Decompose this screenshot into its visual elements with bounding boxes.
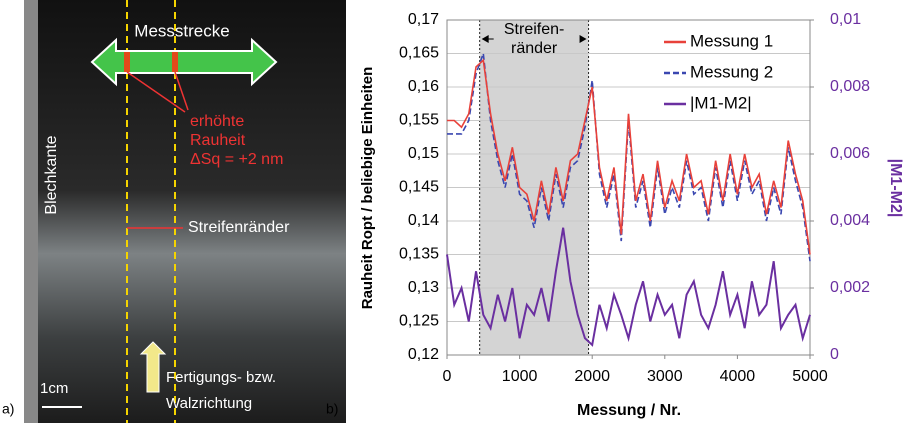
series-line — [447, 58, 811, 255]
y-tick-label: 0,16 — [408, 78, 439, 95]
rough-mark — [172, 52, 178, 72]
x-tick-label: 5000 — [792, 368, 828, 385]
direction-arrow — [139, 341, 167, 393]
y2-tick-label: 0,008 — [830, 78, 870, 95]
rough-mark — [124, 52, 130, 72]
measure-label: Messstrecke — [134, 21, 229, 40]
y-tick-label: 0,125 — [399, 313, 439, 330]
scale-label: 1cm — [40, 380, 68, 397]
x-tick-label: 3000 — [647, 368, 683, 385]
pointer — [174, 71, 189, 111]
legend-label: |M1-M2| — [690, 93, 752, 112]
y-tick-label: 0,17 — [408, 11, 439, 28]
legend-label: Messung 2 — [690, 62, 773, 81]
x-axis-title: Messung / Nr. — [577, 402, 681, 419]
stripes-label: Streifenränder — [188, 219, 290, 236]
y-tick-label: 0,135 — [399, 246, 439, 263]
x-tick-label: 1000 — [502, 368, 538, 385]
series-line — [446, 227, 811, 347]
rough-label: ΔSq = +2 nm — [190, 151, 283, 168]
y-tick-label: 0,13 — [408, 279, 439, 296]
edge-label: Blechkante — [43, 135, 60, 214]
panel-label: a) — [2, 401, 14, 417]
region-label: ränder — [511, 40, 558, 57]
region-arrow-head — [579, 35, 587, 43]
y2-axis-title: |M1-M2| — [887, 159, 904, 218]
y-tick-label: 0,145 — [399, 179, 439, 196]
pointer — [126, 71, 186, 113]
y-tick-label: 0,155 — [399, 112, 439, 129]
y2-tick-label: 0,01 — [830, 11, 861, 28]
y-tick-label: 0,14 — [408, 212, 439, 229]
y-tick-label: 0,165 — [399, 45, 439, 62]
rough-label: erhöhte — [190, 113, 244, 130]
photo: Messstrecke erhöhte Rauheit ΔSq = +2 nm … — [2, 0, 346, 423]
x-tick-label: 0 — [443, 368, 452, 385]
region-label: Streifen- — [504, 21, 564, 38]
y-tick-label: 0,15 — [408, 145, 439, 162]
y2-tick-label: 0,004 — [830, 212, 870, 229]
y2-tick-label: 0,006 — [830, 145, 870, 162]
y-tick-label: 0,12 — [408, 346, 439, 363]
direction-label: Walzrichtung — [166, 395, 252, 412]
sheet-edge — [24, 0, 38, 423]
x-tick-label: 4000 — [720, 368, 756, 385]
region-arrow-head — [481, 35, 489, 43]
panel-label: b) — [326, 401, 338, 417]
plot-frame — [446, 19, 811, 356]
x-tick-label: 2000 — [574, 368, 610, 385]
direction-label: Fertigungs- bzw. — [166, 369, 276, 386]
y-axis-title: Rauheit Ropt / beliebige Einheiten — [359, 67, 376, 310]
series-line — [447, 53, 811, 262]
legend-label: Messung 1 — [690, 31, 773, 50]
y2-tick-label: 0,002 — [830, 279, 870, 296]
rough-label: Rauheit — [190, 132, 246, 149]
measure-arrow — [90, 37, 278, 87]
y2-tick-label: 0 — [830, 346, 839, 363]
